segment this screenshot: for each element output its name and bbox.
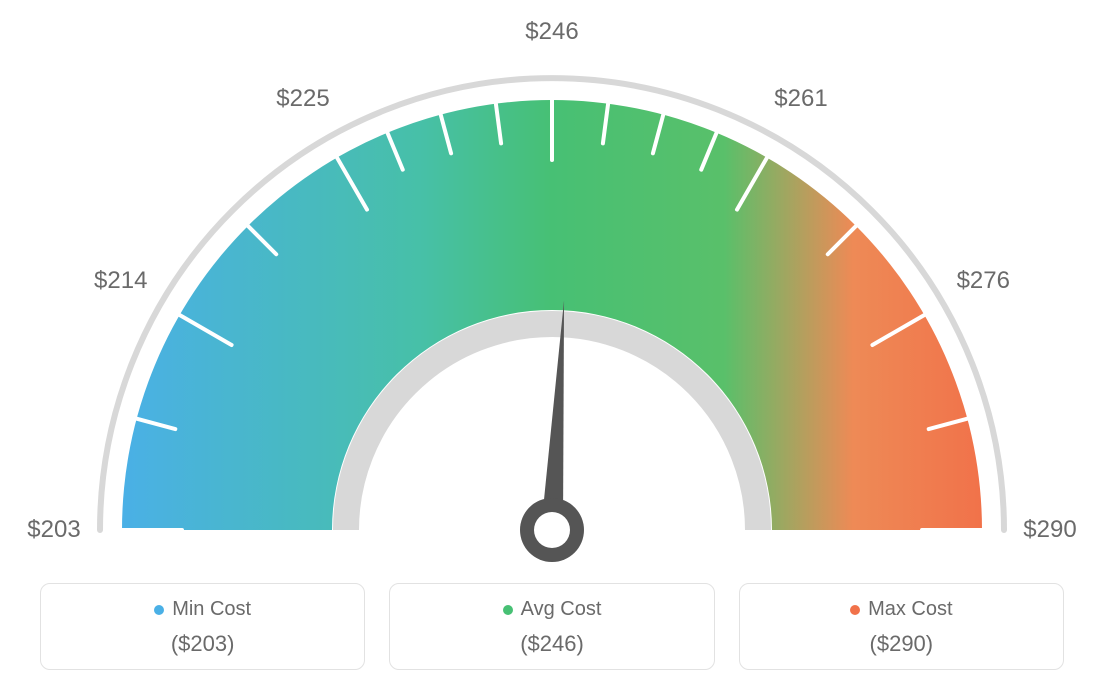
gauge-tick-label: $214 <box>94 267 147 295</box>
card-header: Min Cost <box>51 598 354 621</box>
max-cost-card: Max Cost ($290) <box>739 583 1064 670</box>
card-title: Max Cost <box>868 598 952 621</box>
dot-icon <box>850 605 860 615</box>
dot-icon <box>503 605 513 615</box>
summary-cards: Min Cost ($203) Avg Cost ($246) Max Cost… <box>40 583 1064 670</box>
gauge-chart: $203 $214 $225 $246 $261 $276 $290 <box>0 0 1104 570</box>
min-cost-card: Min Cost ($203) <box>40 583 365 670</box>
card-value: ($246) <box>400 631 703 657</box>
avg-cost-card: Avg Cost ($246) <box>389 583 714 670</box>
card-header: Max Cost <box>750 598 1053 621</box>
card-title: Avg Cost <box>521 598 602 621</box>
gauge-tick-label: $290 <box>1023 516 1076 544</box>
gauge-tick-label: $203 <box>27 516 80 544</box>
gauge-svg <box>0 0 1104 570</box>
gauge-tick-label: $261 <box>774 85 827 113</box>
gauge-tick-label: $276 <box>957 267 1010 295</box>
gauge-tick-label: $225 <box>276 85 329 113</box>
card-title: Min Cost <box>172 598 251 621</box>
card-value: ($203) <box>51 631 354 657</box>
card-header: Avg Cost <box>400 598 703 621</box>
gauge-tick-label: $246 <box>525 18 578 46</box>
card-value: ($290) <box>750 631 1053 657</box>
dot-icon <box>154 605 164 615</box>
